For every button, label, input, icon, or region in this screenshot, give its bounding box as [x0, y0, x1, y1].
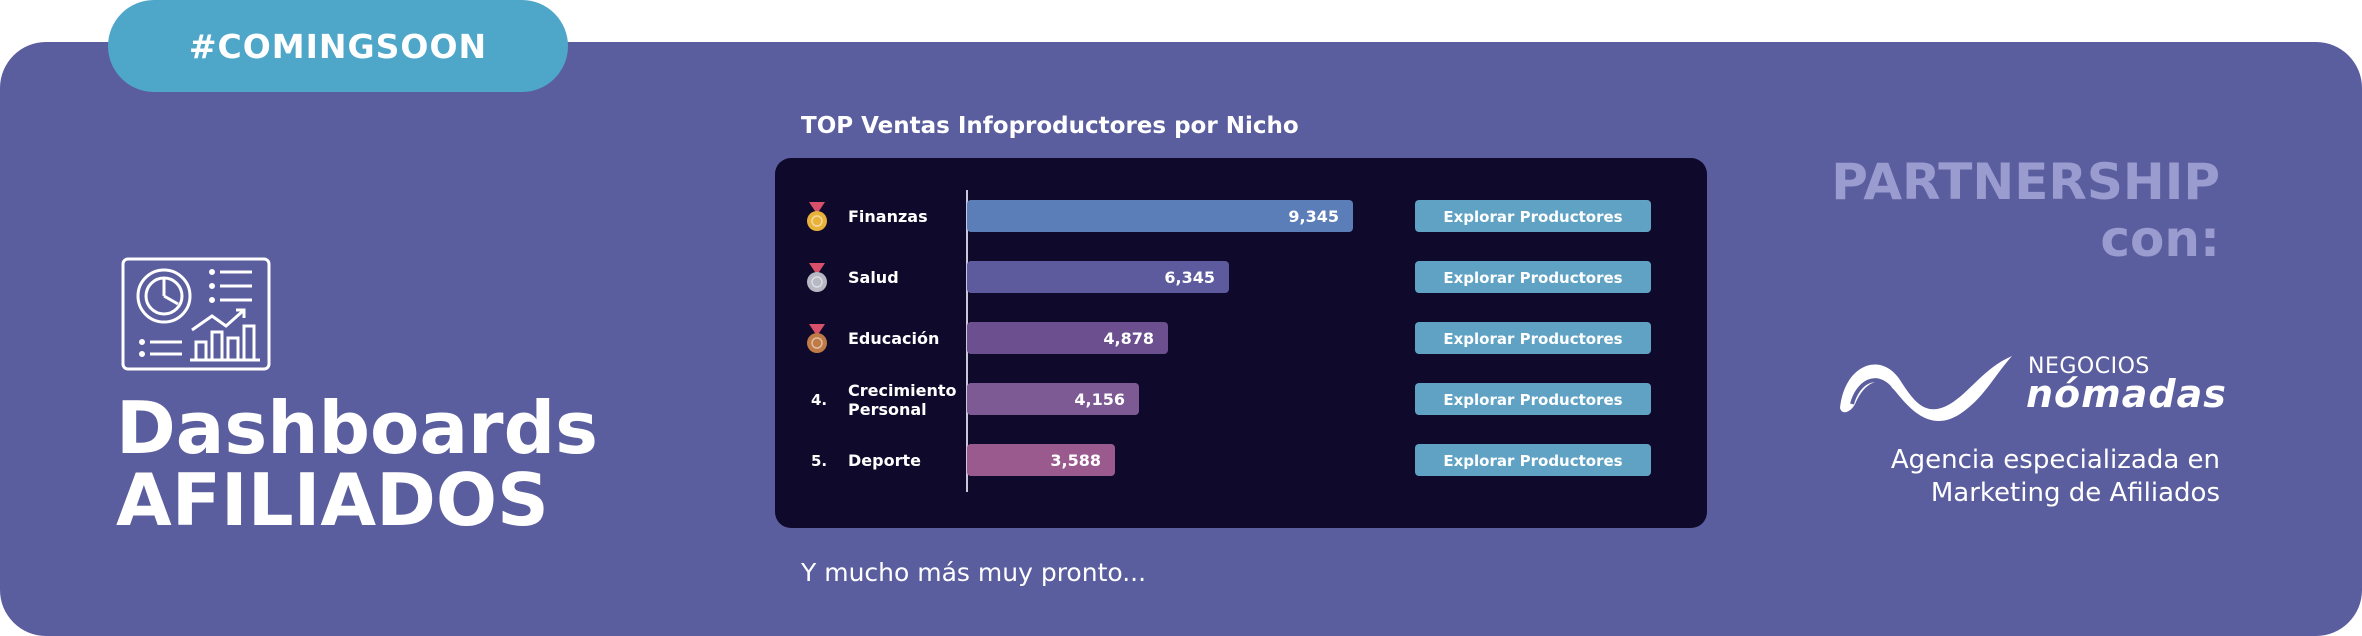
explore-producers-button[interactable]: [1415, 383, 1651, 415]
partnership-line2: con:: [2100, 210, 2220, 268]
rank-number: 4.: [811, 391, 827, 409]
explore-producers-button-label[interactable]: Explorar Productores: [1443, 452, 1622, 470]
category-label: Personal: [848, 400, 927, 419]
bar: [967, 200, 1353, 232]
bar-value-label: 3,588: [1050, 451, 1101, 470]
rank-number: 5.: [811, 452, 827, 470]
agency-line2: Marketing de Afiliados: [1930, 478, 2220, 508]
gold-medal-icon: [807, 202, 827, 231]
bar: [967, 322, 1168, 354]
negocios-nomadas-logo-icon: [1840, 356, 2012, 422]
explore-producers-button-label[interactable]: Explorar Productores: [1443, 391, 1622, 409]
explore-producers-button[interactable]: [1415, 444, 1651, 476]
category-label: Educación: [848, 329, 939, 348]
category-label: Finanzas: [848, 207, 928, 226]
category-label: Deporte: [848, 451, 921, 470]
bar-value-label: 4,156: [1074, 390, 1125, 409]
silver-medal-icon: [807, 263, 827, 292]
bar: [967, 383, 1139, 415]
explore-producers-button[interactable]: [1415, 200, 1651, 232]
explore-producers-button[interactable]: [1415, 261, 1651, 293]
bronze-medal-icon: [807, 324, 827, 353]
coming-soon-label: #COMINGSOON: [188, 26, 488, 66]
dashboard-icon: [121, 257, 271, 371]
category-label: Crecimiento: [848, 381, 957, 400]
agency-line1: Agencia especializada en: [1890, 445, 2220, 475]
explore-producers-button-label[interactable]: Explorar Productores: [1443, 208, 1622, 226]
bar: [967, 444, 1115, 476]
ranking-bar-chart: Finanzas 9,345 Explorar Productores Salud 6,…: [807, 190, 1651, 492]
bar-value-label: 6,345: [1164, 268, 1215, 287]
explore-producers-button[interactable]: [1415, 322, 1651, 354]
category-label: Salud: [848, 268, 899, 287]
explore-producers-button-label[interactable]: Explorar Productores: [1443, 269, 1622, 287]
hero-title: Dashboards AFILIADOS: [116, 392, 598, 536]
explore-producers-button-label[interactable]: Explorar Productores: [1443, 330, 1622, 348]
bar-value-label: 9,345: [1288, 207, 1339, 226]
hero-title-line1: Dashboards: [116, 386, 598, 470]
hero-title-line2: AFILIADOS: [116, 458, 549, 542]
chart-panel: Finanzas 9,345 Explorar Productores Salud 6,…: [775, 158, 1707, 528]
chart-title: TOP Ventas Infoproductores por Nicho: [801, 113, 1299, 139]
bar: [967, 261, 1229, 293]
agency-description: Agencia especializada en Marketing de Af…: [1800, 444, 2220, 510]
partner-logo-line1: NEGOCIOS: [2028, 354, 2150, 379]
partnership-line1: PARTNERSHIP: [1831, 153, 2220, 211]
partner-logo-line2: nómadas: [2026, 372, 2227, 416]
footnote: Y mucho más muy pronto...: [801, 558, 1147, 587]
coming-soon-badge: #COMINGSOON: [108, 0, 568, 92]
bar-value-label: 4,878: [1103, 329, 1154, 348]
partnership-heading: PARTNERSHIP con:: [1740, 154, 2220, 268]
